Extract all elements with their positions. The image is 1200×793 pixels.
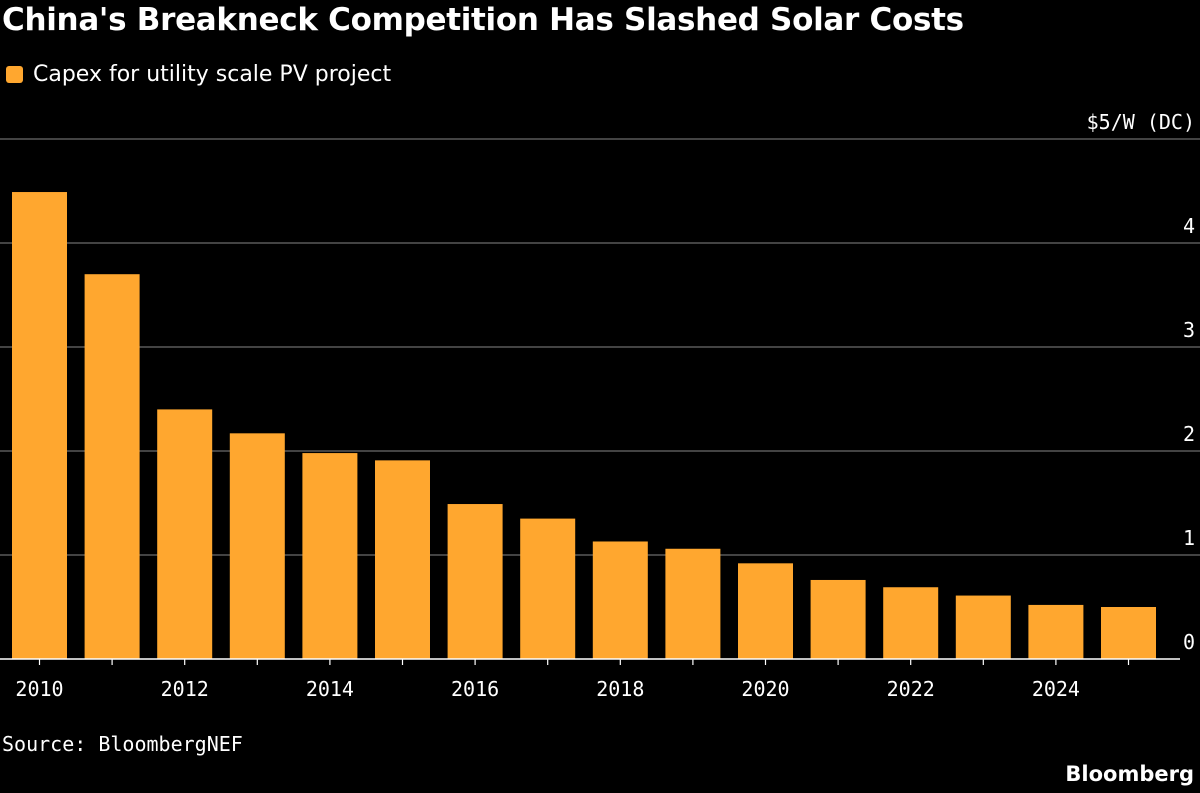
x-tick-label-2020: 2020 bbox=[741, 677, 789, 701]
legend-label: Capex for utility scale PV project bbox=[33, 62, 392, 87]
bar-2018 bbox=[592, 541, 648, 659]
legend: Capex for utility scale PV project bbox=[6, 62, 391, 87]
chart-title: China's Breakneck Competition Has Slashe… bbox=[2, 2, 964, 38]
bar-2017 bbox=[520, 518, 576, 659]
bar-2019 bbox=[665, 548, 721, 659]
x-tick-label-2018: 2018 bbox=[596, 677, 644, 701]
bar-2021 bbox=[810, 579, 866, 659]
bar-2024 bbox=[1028, 604, 1084, 659]
bar-layer bbox=[12, 192, 1156, 660]
y-tick-label-3: 3 bbox=[1183, 318, 1195, 342]
source-note: Source: BloombergNEF bbox=[2, 732, 243, 756]
bar-2012 bbox=[157, 409, 213, 659]
bar-2023 bbox=[955, 595, 1011, 659]
bar-2015 bbox=[375, 460, 430, 659]
bar-2022 bbox=[883, 587, 939, 659]
bar-2020 bbox=[738, 563, 793, 659]
y-tick-label-2: 2 bbox=[1183, 422, 1195, 446]
y-tick-label-4: 4 bbox=[1183, 214, 1195, 238]
bar-2016 bbox=[447, 504, 503, 659]
y-tick-label-1: 1 bbox=[1183, 526, 1195, 550]
label-layer: 4 3 2 1 0 $5/W (DC) 2010 2012 2014 2016 2018 2020 20… bbox=[15, 110, 1195, 701]
bar-2013 bbox=[229, 433, 285, 659]
x-tick-label-2014: 2014 bbox=[306, 677, 354, 701]
axis-layer bbox=[0, 658, 1180, 665]
bloomberg-logo: Bloomberg bbox=[1065, 762, 1194, 786]
bar-2010 bbox=[12, 192, 67, 660]
bar-2014 bbox=[302, 453, 358, 659]
x-tick-label-2012: 2012 bbox=[161, 677, 209, 701]
x-tick-label-2010: 2010 bbox=[15, 677, 63, 701]
x-tick-label-2024: 2024 bbox=[1032, 677, 1080, 701]
bar-2011 bbox=[84, 274, 140, 659]
x-tick-label-2016: 2016 bbox=[451, 677, 499, 701]
bar-2025 bbox=[1101, 607, 1156, 659]
y-axis-unit-label: $5/W (DC) bbox=[1087, 110, 1195, 134]
x-tick-label-2022: 2022 bbox=[887, 677, 935, 701]
y-tick-label-0: 0 bbox=[1183, 630, 1195, 654]
legend-swatch bbox=[6, 66, 23, 83]
